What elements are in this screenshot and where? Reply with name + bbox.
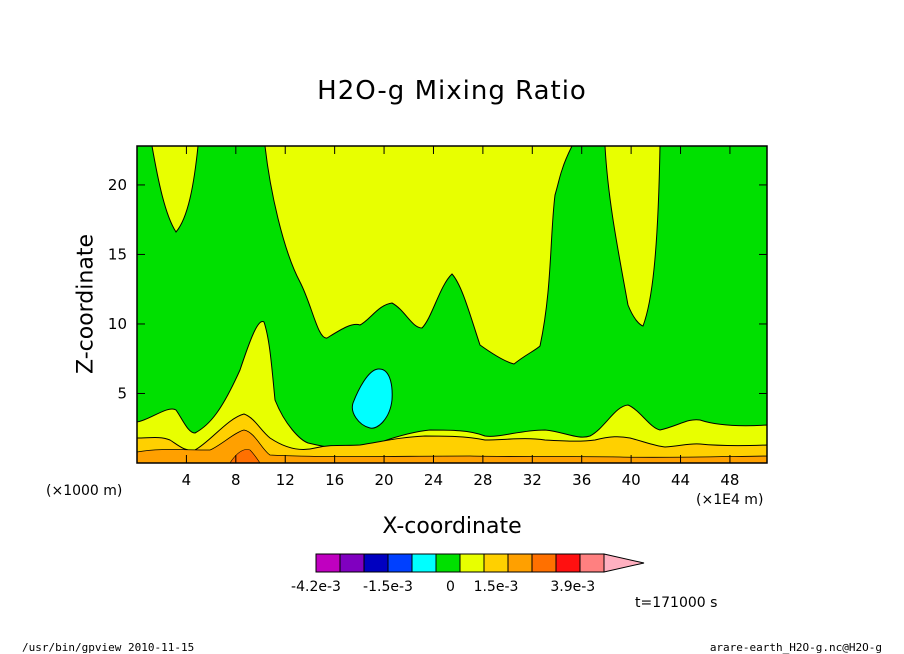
y-axis-label: Z-coordinate [73,234,99,374]
x-tick-label: 20 [375,471,394,489]
time-label: t=171000 s [635,595,718,611]
upper-yellow-left [151,145,199,233]
x-tick-label: 16 [325,471,344,489]
colorbar-swatch [339,553,365,573]
colorbar-swatch [507,553,533,573]
surface-orange-band [136,413,768,464]
colorbar-swatch [363,553,389,573]
y-tick-label: 10 [108,315,127,333]
colorbar-swatch [555,553,581,573]
colorbar-swatch [411,553,437,573]
x-tick-label: 24 [424,471,443,489]
x-tick-label: 28 [473,471,492,489]
surface-orange-deep [136,429,768,464]
x-tick-label: 4 [182,471,192,489]
colorbar-swatch [531,553,557,573]
colorbar-label: 1.5e-3 [474,579,519,595]
x-axis-label: X-coordinate [382,514,522,539]
y-unit-label: (×1000 m) [46,483,123,499]
x-tick-label: 44 [671,471,690,489]
chart-title: H2O-g Mixing Ratio [317,76,587,106]
x-tick-label: 12 [276,471,295,489]
colorbar-swatch [483,553,509,573]
lower-yellow-band [136,321,768,464]
colorbar-swatch [315,553,341,573]
upper-yellow-center [264,145,573,365]
colorbar-arrow [603,553,645,573]
footer-right: arare-earth_H2O-g.nc@H2O-g [709,641,882,654]
y-tick-label: 5 [117,384,127,402]
plot-area [136,145,768,464]
colorbar: -4.2e-3 -1.5e-3 0 1.5e-3 3.9e-3 [291,553,645,595]
colorbar-swatch [387,553,413,573]
colorbar-label: -1.5e-3 [363,579,413,595]
plot-frame [136,145,768,464]
upper-yellow-right [604,145,661,327]
colorbar-label: -4.2e-3 [291,579,341,595]
y-tick-label: 15 [108,245,127,263]
x-tick-label: 32 [523,471,542,489]
x-tick-label: 36 [572,471,591,489]
surface-red-spot [229,449,261,464]
footer-left: /usr/bin/gpview 2010-11-15 [22,641,195,654]
x-tick-label: 8 [231,471,241,489]
colorbar-label: 3.9e-3 [550,579,595,595]
colorbar-swatch [459,553,485,573]
x-tick-label: 40 [622,471,641,489]
x-unit-label: (×1E4 m) [696,492,764,508]
colorbar-swatch [579,553,605,573]
colorbar-label: 0 [446,579,455,595]
y-tick-label: 20 [108,176,127,194]
cyan-pocket [351,368,393,429]
colorbar-swatch [435,553,461,573]
x-tick-label: 48 [720,471,739,489]
